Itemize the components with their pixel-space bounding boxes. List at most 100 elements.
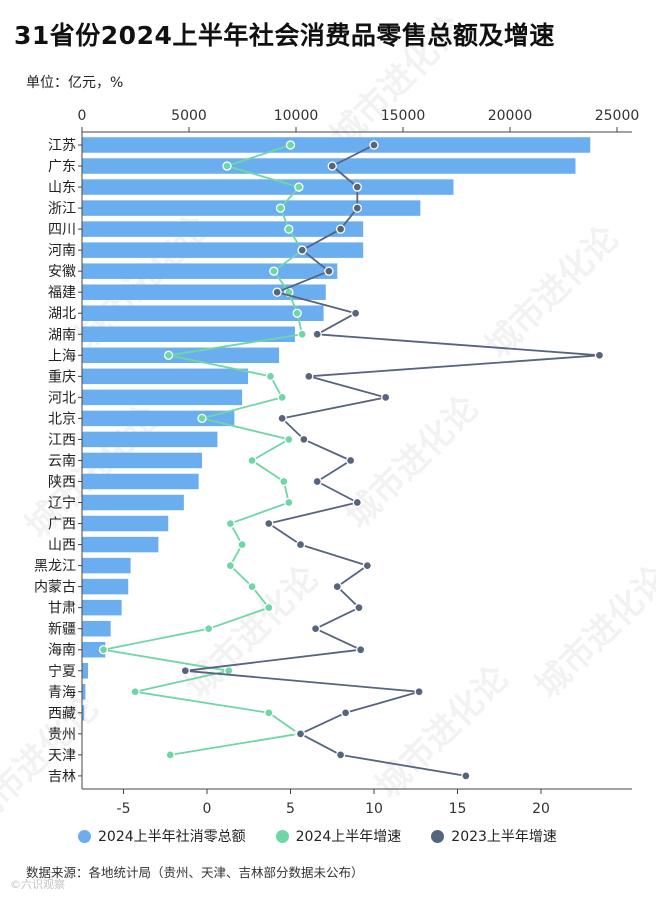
bar-西藏 [82, 705, 85, 721]
category-label: 甘肃 [48, 601, 76, 617]
point-growth-2023 [461, 771, 471, 781]
bar-四川 [82, 221, 364, 237]
bar-内蒙古 [82, 578, 129, 595]
bar-新疆 [82, 620, 111, 637]
point-growth-2024 [197, 413, 207, 424]
legend-item-growth-2024[interactable]: 2024上半年增速 [275, 826, 402, 846]
bar-湖北 [82, 305, 324, 321]
bar-江苏 [82, 137, 591, 153]
point-growth-2023 [355, 645, 366, 655]
category-label: 湖北 [48, 306, 76, 322]
point-growth-2024 [225, 518, 236, 529]
category-label: 上海 [48, 348, 76, 364]
bar-安徽 [82, 263, 338, 279]
bar-陕西 [82, 473, 199, 490]
legend-dot-growth-2023 [431, 829, 445, 843]
point-growth-2023 [350, 308, 361, 318]
chart-title: 31省份2024上半年社会消费品零售总额及增速 [14, 21, 555, 50]
legend-dot-growth-2024 [275, 829, 289, 843]
point-growth-2024 [165, 750, 175, 760]
point-growth-2023 [352, 203, 362, 213]
bar-辽宁 [82, 494, 184, 511]
point-growth-2023 [297, 245, 307, 255]
category-label: 河北 [48, 390, 76, 406]
category-label: 辽宁 [48, 495, 76, 512]
category-label: 福建 [48, 285, 76, 301]
point-growth-2023 [369, 140, 379, 150]
point-growth-2023 [345, 455, 356, 466]
legend-item-growth-2023[interactable]: 2023上半年增速 [431, 826, 557, 846]
point-growth-2024 [130, 687, 140, 697]
point-growth-2023 [312, 329, 322, 339]
legend-label-total: 2024上半年社消零总额 [98, 829, 246, 845]
category-label: 天津 [48, 748, 76, 764]
point-growth-2024 [284, 224, 294, 234]
bar-北京 [82, 410, 235, 427]
category-label: 青海 [48, 685, 76, 701]
point-growth-2024 [292, 308, 302, 318]
watermark-text: 城市进化论 [178, 557, 327, 706]
point-growth-2023 [340, 708, 351, 718]
point-growth-2023 [324, 266, 334, 276]
category-labels: 江苏广东山东浙江四川河南安徽福建湖北湖南上海重庆河北北京江西云南陕西辽宁广西山西… [34, 138, 82, 785]
point-growth-2024 [264, 603, 274, 613]
category-label: 内蒙古 [34, 580, 76, 596]
point-growth-2024 [247, 581, 257, 592]
corner-watermark: ©六识观察 [10, 878, 65, 891]
category-label: 广西 [48, 517, 76, 533]
bar-重庆 [82, 368, 249, 385]
category-label: 贵州 [48, 727, 76, 743]
bottom-tick-label: 5 [286, 801, 295, 817]
category-label: 黑龙江 [34, 559, 76, 575]
category-label: 宁夏 [48, 663, 76, 680]
bar-山西 [82, 536, 159, 553]
point-growth-2023 [312, 476, 322, 487]
category-label: 山西 [48, 538, 76, 554]
legend-label-growth-2023: 2023上半年增速 [451, 829, 557, 845]
point-growth-2023 [362, 560, 372, 571]
bar-山东 [82, 179, 454, 195]
bar-广西 [82, 515, 169, 532]
point-growth-2023 [310, 624, 321, 634]
point-growth-2023 [414, 687, 424, 697]
bar-上海 [82, 347, 280, 364]
point-growth-2023 [327, 161, 337, 171]
point-growth-2023 [381, 392, 391, 403]
watermark-text: 城市进化论 [478, 217, 627, 366]
category-label: 西藏 [48, 706, 76, 722]
point-growth-2024 [222, 161, 232, 171]
point-growth-2024 [247, 455, 257, 466]
bar-青海 [82, 684, 86, 700]
point-growth-2023 [180, 666, 190, 676]
bar-福建 [82, 284, 326, 300]
category-label: 吉林 [48, 769, 76, 785]
point-growth-2024 [279, 476, 289, 487]
chart-legend: 2024上半年社消零总额 2024上半年增速 2023上半年增速 [78, 826, 557, 846]
legend-label-growth-2024: 2024上半年增速 [295, 829, 402, 845]
legend-item-total[interactable]: 2024上半年社消零总额 [78, 826, 246, 846]
category-label: 重庆 [48, 369, 76, 385]
bar-海南 [82, 641, 106, 658]
category-label: 四川 [48, 222, 76, 238]
category-label: 江苏 [48, 138, 76, 154]
bar-河北 [82, 389, 243, 406]
category-label: 云南 [48, 453, 76, 469]
point-growth-2023 [272, 287, 282, 297]
category-label: 新疆 [48, 622, 76, 638]
category-label: 江西 [48, 432, 76, 448]
point-growth-2023 [299, 434, 309, 445]
category-label: 安徽 [48, 264, 76, 280]
bar-江西 [82, 431, 218, 448]
bar-云南 [82, 452, 203, 469]
top-tick-label: 20000 [488, 108, 533, 124]
point-growth-2024 [297, 329, 307, 339]
source-note: 数据来源：各地统计局（贵州、天津、吉林部分数据未公布） [26, 865, 364, 880]
point-growth-2023 [277, 413, 287, 424]
point-growth-2024 [265, 371, 276, 381]
point-growth-2024 [284, 434, 294, 445]
point-growth-2024 [285, 140, 296, 150]
point-growth-2024 [264, 708, 274, 718]
watermark-text: 城市进化论 [368, 657, 517, 806]
category-label: 海南 [48, 643, 76, 659]
category-label: 广东 [48, 159, 76, 175]
